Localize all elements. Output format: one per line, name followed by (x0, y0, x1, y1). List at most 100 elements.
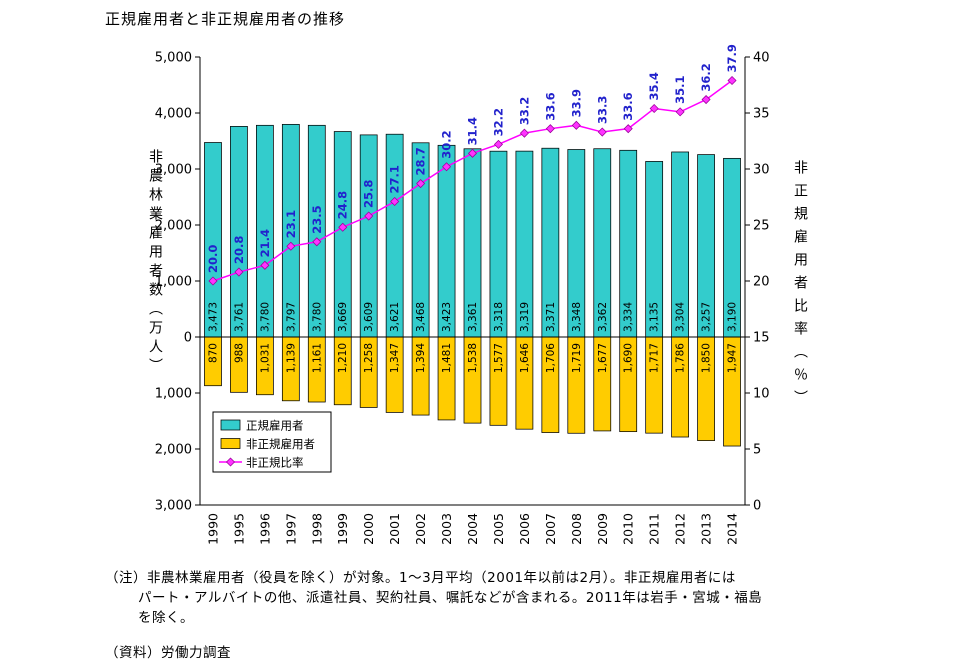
right-axis-title: 非正規雇用者比率（％） (792, 160, 808, 413)
bar-label-nonregular: 1,538 (467, 343, 479, 373)
bar-label-nonregular: 1,394 (415, 343, 427, 373)
ratio-point-label: 25.8 (362, 180, 376, 208)
ratio-point-label: 32.2 (491, 108, 505, 136)
bar-label-nonregular: 1,258 (363, 343, 375, 373)
ratio-point-label: 33.3 (595, 96, 609, 124)
ratio-point-label: 36.2 (699, 63, 713, 91)
year-label: 1996 (257, 513, 272, 545)
ratio-marker-diamond (467, 148, 478, 158)
right-axis-tick-label: 35 (753, 107, 770, 122)
bar-label-nonregular: 1,677 (597, 343, 609, 373)
ratio-point-label: 21.4 (258, 229, 272, 257)
ratio-point-label: 20.8 (232, 236, 246, 264)
legend-label-ratio: 非正規比率 (246, 456, 304, 470)
ratio-point-label: 35.4 (647, 72, 661, 100)
note-line-1: （注）非農林業雇用者（役員を除く）が対象。1～3月平均（2001年以前は2月）。… (105, 570, 736, 586)
ratio-marker-diamond (312, 237, 322, 247)
year-label: 2003 (439, 513, 454, 545)
year-label: 2010 (621, 513, 636, 545)
ratio-marker-diamond (597, 127, 607, 137)
bar-label-nonregular: 1,577 (493, 343, 505, 373)
source-note: （資料）労働力調査 (105, 645, 231, 661)
ratio-point-label: 33.2 (517, 97, 531, 125)
ratio-point-label: 27.1 (388, 165, 402, 193)
note-line-3: を除く。 (138, 610, 194, 626)
bar-label-regular: 3,797 (285, 302, 297, 332)
ratio-marker-diamond (649, 103, 659, 114)
right-axis-tick-label: 0 (753, 499, 761, 514)
year-label: 2000 (361, 513, 376, 545)
bar-label-nonregular: 1,786 (675, 343, 687, 373)
ratio-marker-diamond (260, 260, 270, 270)
bar-label-regular: 3,371 (545, 302, 557, 332)
ratio-point-label: 28.7 (414, 147, 428, 175)
ratio-point-label: 33.6 (543, 92, 557, 120)
bar-label-regular: 3,334 (623, 302, 635, 332)
right-axis-tick-label: 20 (753, 275, 770, 290)
right-axis-tick-label: 10 (753, 387, 770, 402)
year-label: 2005 (491, 513, 506, 545)
left-axis-tick-label: 0 (184, 331, 192, 346)
bar-label-nonregular: 1,719 (571, 343, 583, 373)
legend-marker-ratio (225, 457, 236, 467)
bar-label-regular: 3,423 (441, 302, 453, 332)
year-label: 1997 (283, 513, 298, 545)
left-axis-tick-label: 1,000 (155, 387, 192, 402)
bar-label-regular: 3,621 (389, 302, 401, 332)
ratio-point-label: 30.2 (440, 130, 454, 158)
bar-label-nonregular: 1,481 (441, 343, 453, 373)
left-axis-title: 非農林業雇用者数（万人） (147, 149, 163, 377)
left-axis-tick-label: 2,000 (155, 443, 192, 458)
legend-label-regular: 正規雇用者 (246, 419, 304, 433)
bar-label-regular: 3,780 (259, 302, 271, 332)
bar-label-nonregular: 870 (207, 343, 219, 363)
bar-label-regular: 3,761 (233, 302, 245, 332)
right-axis-tick-label: 40 (753, 51, 770, 66)
bar-label-nonregular: 1,717 (649, 343, 661, 373)
ratio-point-label: 35.1 (673, 76, 687, 104)
ratio-point-label: 33.6 (621, 92, 635, 120)
year-label: 2009 (595, 513, 610, 545)
ratio-point-label: 23.5 (310, 205, 324, 233)
year-label: 1990 (205, 513, 220, 545)
left-axis-tick-label: 1,000 (155, 275, 192, 290)
year-label: 2013 (699, 513, 714, 545)
bar-label-nonregular: 1,210 (337, 343, 349, 373)
year-label: 2014 (725, 513, 740, 545)
legend-swatch-regular (220, 419, 241, 431)
ratio-marker-diamond (208, 276, 218, 286)
bar-label-nonregular: 1,139 (285, 343, 297, 373)
ratio-point-label: 24.8 (336, 191, 350, 219)
bar-label-regular: 3,468 (415, 302, 427, 332)
ratio-point-label: 20.0 (206, 245, 220, 273)
left-axis-tick-label: 5,000 (155, 51, 192, 66)
year-label: 1998 (309, 513, 324, 545)
bar-label-regular: 3,318 (493, 302, 505, 332)
bar-label-nonregular: 1,347 (389, 343, 401, 373)
ratio-marker-diamond (493, 139, 503, 149)
ratio-marker-diamond (623, 124, 633, 134)
left-axis-tick-label: 3,000 (155, 499, 192, 514)
employment-combo-chart: 5,000 4,000 3,000 2,000 1,000 0 1,000 2,000 3,00… (155, 44, 770, 545)
left-axis-tick-label: 4,000 (155, 107, 192, 122)
ratio-marker-diamond (286, 241, 296, 251)
year-label: 2008 (569, 513, 584, 545)
bar-label-regular: 3,780 (311, 302, 323, 332)
year-label: 2012 (673, 513, 688, 545)
ratio-marker-diamond (364, 211, 374, 221)
bar-label-regular: 3,304 (675, 302, 687, 332)
bar-label-regular: 3,319 (519, 302, 531, 332)
right-axis-tick-label: 5 (753, 443, 761, 458)
bar-label-regular: 3,190 (727, 302, 739, 332)
right-axis-tick-label: 25 (753, 219, 770, 234)
year-label: 2004 (465, 513, 480, 545)
bar-label-nonregular: 1,161 (311, 343, 323, 373)
ratio-marker-diamond (519, 128, 529, 138)
ratio-marker-diamond (701, 95, 711, 105)
year-label: 1999 (335, 513, 350, 545)
bar-label-regular: 3,609 (363, 302, 375, 332)
ratio-point-label: 33.9 (569, 89, 583, 117)
ratio-point-label: 37.9 (725, 44, 739, 72)
note-line-2: パート・アルバイトの他、派遣社員、契約社員、嘱託などが含まれる。2011年は岩手… (138, 590, 763, 606)
year-label: 2002 (413, 513, 428, 545)
